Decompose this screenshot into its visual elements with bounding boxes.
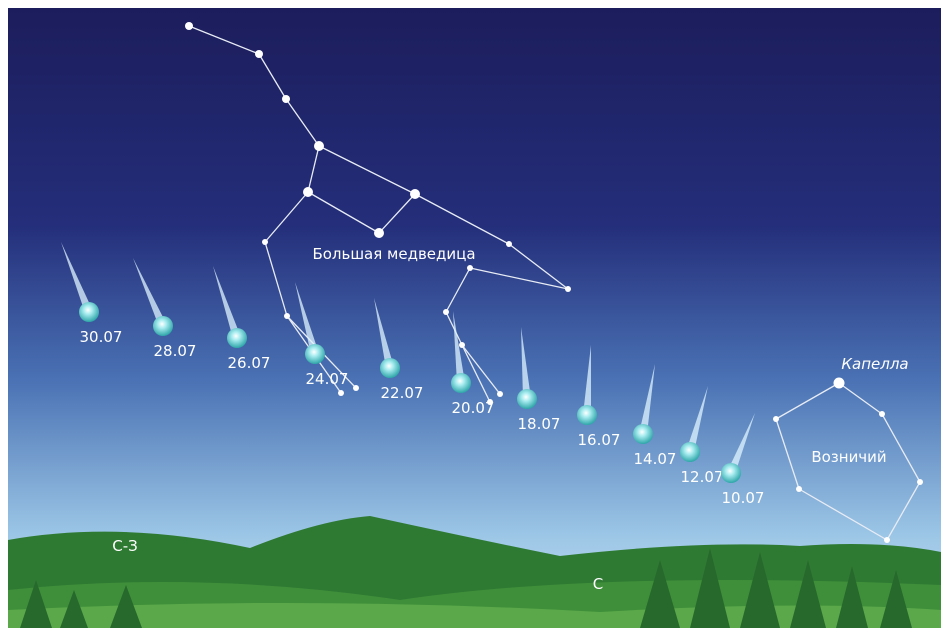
comet-head [517,389,537,409]
comet-date: 26.07 [228,354,271,372]
comet-date: 18.07 [518,415,561,433]
comet-date: 12.07 [681,468,724,486]
constellation-label: Возничий [811,448,886,466]
comet-head [79,302,99,322]
comet-date: 10.07 [722,489,765,507]
comet-head [227,328,247,348]
star-label: Капелла [841,355,908,373]
comet-date: 22.07 [381,384,424,402]
comet-date: 28.07 [154,342,197,360]
comet-head [577,405,597,425]
comet-head [633,424,653,444]
comet-date: 14.07 [634,450,677,468]
comet-date: 30.07 [80,328,123,346]
comet-head [153,316,173,336]
comet-date: 16.07 [578,431,621,449]
page: 30.07 28.07 26.07 24.07 22.07 20.07 18.07 16.07… [0,0,949,633]
comet-head [680,442,700,462]
sky-map: 30.07 28.07 26.07 24.07 22.07 20.07 18.07 16.07… [0,0,949,633]
comet-date: 20.07 [452,399,495,417]
comet-head [380,358,400,378]
constellation-label: Большая медведица [312,245,475,263]
comet-head [305,344,325,364]
comet-head [451,373,471,393]
direction-label: С [593,575,603,593]
direction-label: С-З [112,537,138,555]
comet-head [721,463,741,483]
comet-date: 24.07 [306,370,349,388]
